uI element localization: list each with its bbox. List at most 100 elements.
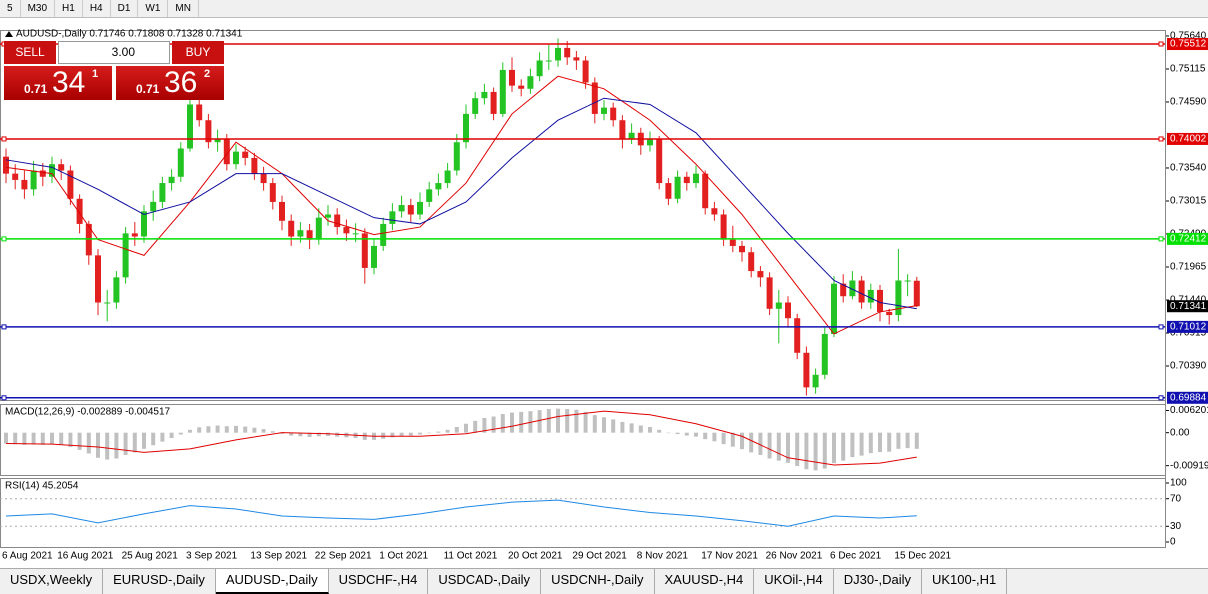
macd-bar bbox=[749, 432, 754, 453]
level-label-box bbox=[1167, 320, 1208, 333]
level-handle bbox=[1, 236, 7, 242]
macd-bar bbox=[574, 409, 579, 433]
timeframe-button[interactable]: 5 bbox=[0, 0, 21, 17]
buy-button[interactable]: BUY bbox=[172, 41, 224, 64]
macd-bar bbox=[316, 432, 321, 437]
chart: 0.75640 0.75115 0.74590 0.73540 0.73015 0.724… bbox=[0, 29, 1208, 562]
chart-tab[interactable]: DJ30-,Daily bbox=[834, 569, 922, 594]
macd-bar bbox=[730, 432, 735, 447]
candle-body bbox=[472, 98, 479, 114]
ask-quote[interactable]: 0.71 36 2 bbox=[116, 66, 224, 100]
candle-body bbox=[766, 277, 773, 309]
macd-bar bbox=[399, 432, 404, 436]
macd-bar bbox=[841, 432, 846, 461]
level-label: 0.69884 bbox=[1170, 392, 1207, 403]
panel-frame bbox=[0, 404, 1166, 476]
level-label: 0.74002 bbox=[1170, 134, 1207, 145]
x-tick-label: 8 Nov 2021 bbox=[637, 551, 689, 562]
macd-bar bbox=[96, 432, 100, 458]
timeframe-button[interactable]: H4 bbox=[83, 0, 111, 17]
candle-body bbox=[407, 205, 414, 215]
candle-body bbox=[223, 139, 230, 165]
macd-bar bbox=[307, 432, 312, 437]
candle-body bbox=[122, 233, 129, 278]
chart-tab[interactable]: UK100-,H1 bbox=[922, 569, 1008, 594]
x-tick-label: 6 Dec 2021 bbox=[830, 551, 882, 562]
rsi-line bbox=[5, 499, 917, 527]
chart-tab[interactable]: USDX,Weekly bbox=[0, 569, 104, 594]
level-label-box bbox=[1167, 38, 1208, 51]
candle-body bbox=[481, 91, 488, 99]
macd-bar bbox=[4, 432, 8, 444]
candle-body bbox=[334, 214, 341, 228]
timeframe-button[interactable]: MN bbox=[168, 0, 199, 17]
indicator-title: RSI(14) 45.2054 bbox=[5, 481, 79, 492]
candle-body bbox=[913, 280, 920, 307]
signal-line bbox=[5, 410, 917, 466]
candle-body bbox=[361, 233, 368, 268]
macd-bar bbox=[795, 432, 800, 467]
macd-bar bbox=[114, 432, 119, 459]
candle-body bbox=[58, 164, 65, 171]
timeframe-button[interactable]: M30 bbox=[21, 0, 56, 17]
chart-title: AUDUSD-,Daily 0.71746 0.71808 0.71328 0.… bbox=[16, 29, 243, 40]
macd-bar bbox=[188, 429, 192, 433]
x-tick-label: 1 Oct 2021 bbox=[379, 551, 428, 562]
candle-body bbox=[417, 201, 423, 215]
macd-bar bbox=[887, 432, 892, 452]
macd-bar bbox=[786, 432, 790, 463]
y-tick-label: 0 bbox=[1170, 537, 1176, 548]
candle-body bbox=[739, 245, 745, 253]
sell-button[interactable]: SELL bbox=[4, 41, 56, 64]
timeframe-button[interactable]: W1 bbox=[138, 0, 169, 17]
current-price-box bbox=[1167, 300, 1208, 313]
timeframe-button[interactable]: H1 bbox=[55, 0, 83, 17]
candle-body bbox=[260, 173, 267, 184]
candle-body bbox=[398, 205, 405, 212]
candle-body bbox=[674, 176, 681, 199]
candle-body bbox=[104, 302, 111, 304]
candle-body bbox=[729, 239, 736, 246]
candle-body bbox=[196, 104, 203, 121]
x-tick-label: 3 Sep 2021 bbox=[186, 551, 238, 562]
macd-bar bbox=[592, 415, 597, 433]
macd-bar bbox=[611, 419, 616, 433]
y-tick-label: 0.73540 bbox=[1170, 163, 1207, 174]
chart-tab[interactable]: EURUSD-,Daily bbox=[103, 569, 216, 594]
y-tick-label: -0.009197 bbox=[1170, 460, 1208, 471]
macd-bar bbox=[261, 429, 266, 433]
y-tick-label: 0.71440 bbox=[1170, 295, 1207, 306]
chart-tab[interactable]: UKOil-,H4 bbox=[754, 569, 834, 594]
macd-bar bbox=[31, 432, 36, 445]
macd-bar bbox=[620, 421, 625, 433]
chart-tab[interactable]: USDCAD-,Daily bbox=[428, 569, 542, 594]
bid-sup: 1 bbox=[92, 68, 99, 80]
candle-body bbox=[12, 173, 19, 180]
level-label-box bbox=[1167, 391, 1208, 404]
candle-body bbox=[775, 302, 782, 309]
macd-bar bbox=[638, 425, 643, 433]
macd-bar bbox=[59, 432, 64, 445]
candle-body bbox=[444, 170, 451, 184]
macd-bar bbox=[234, 425, 238, 433]
macd-bar bbox=[86, 432, 91, 454]
x-tick-label: 26 Nov 2021 bbox=[766, 551, 823, 562]
candle-body bbox=[877, 289, 883, 312]
chart-tab[interactable]: AUDUSD-,Daily bbox=[215, 569, 329, 594]
x-tick-label: 20 Oct 2021 bbox=[508, 551, 563, 562]
chart-tab[interactable]: USDCHF-,H4 bbox=[329, 569, 429, 594]
chart-tab[interactable]: XAUUSD-,H4 bbox=[655, 569, 755, 594]
macd-bar bbox=[832, 432, 836, 464]
macd-bar bbox=[298, 432, 303, 437]
macd-bar bbox=[436, 431, 441, 433]
macd-bar bbox=[132, 432, 137, 453]
macd-bar bbox=[859, 432, 864, 456]
x-tick-label: 11 Oct 2021 bbox=[444, 551, 498, 562]
candle-body bbox=[67, 170, 74, 199]
bid-quote[interactable]: 0.71 34 1 bbox=[4, 66, 112, 100]
lot-input[interactable]: 3.00 bbox=[58, 41, 170, 64]
timeframe-button[interactable]: D1 bbox=[111, 0, 139, 17]
bid-prefix: 0.71 bbox=[24, 82, 48, 96]
chart-tab[interactable]: USDCNH-,Daily bbox=[541, 569, 655, 594]
macd-bar bbox=[804, 432, 809, 470]
